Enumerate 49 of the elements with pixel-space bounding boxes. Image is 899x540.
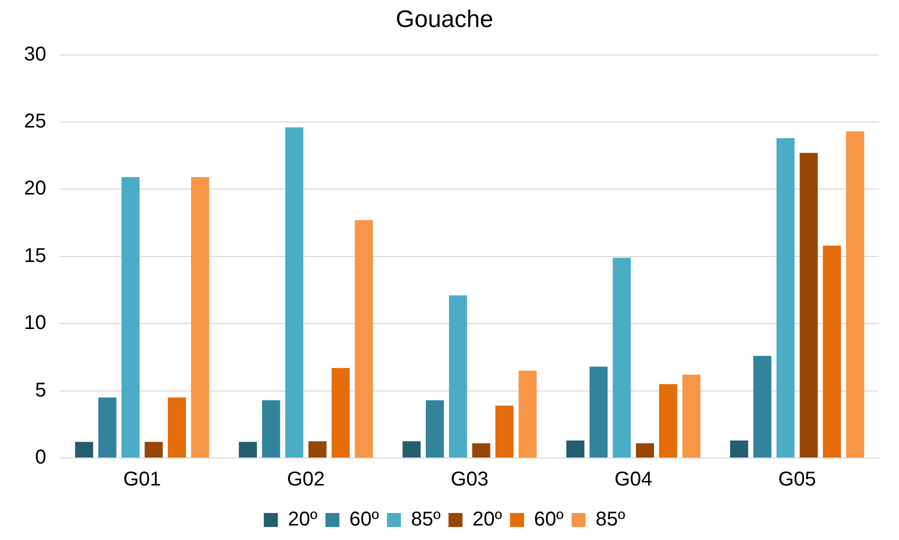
bar — [566, 440, 584, 458]
y-tick-label: 30 — [24, 43, 46, 66]
bar — [168, 398, 186, 458]
y-tick-label: 5 — [35, 379, 46, 402]
bar — [191, 177, 210, 458]
bar — [402, 441, 421, 458]
bar — [238, 442, 257, 458]
x-tick-label: G05 — [778, 468, 816, 491]
legend-label: 60º — [349, 508, 380, 531]
y-tick-label: 20 — [24, 178, 46, 200]
x-tick-label: G01 — [123, 468, 162, 491]
bar — [332, 368, 350, 458]
bar — [448, 295, 468, 458]
legend-label: 20º — [472, 508, 503, 531]
bar — [354, 220, 373, 458]
bar — [472, 443, 490, 458]
bar — [800, 152, 818, 458]
bar — [846, 131, 864, 458]
bar — [98, 398, 116, 458]
bar — [612, 258, 631, 458]
y-tick-label: 25 — [24, 110, 46, 133]
bar — [822, 246, 841, 458]
legend-label: 60º — [534, 508, 564, 531]
bar — [682, 374, 700, 458]
bar — [776, 138, 795, 458]
bar — [75, 442, 94, 458]
x-tick-label: G03 — [450, 468, 489, 491]
bar — [659, 384, 678, 458]
legend-label: 85º — [596, 508, 626, 531]
bar — [308, 441, 327, 458]
bar — [753, 356, 772, 458]
legend-label: 85º — [410, 508, 442, 531]
bar — [518, 370, 537, 458]
chart-title: Gouache — [396, 6, 494, 34]
y-tick-label: 0 — [35, 446, 46, 469]
bar — [730, 440, 748, 458]
legend-label: 20º — [288, 508, 318, 531]
y-tick-label: 15 — [24, 244, 46, 267]
bar — [495, 406, 514, 458]
x-tick-label: G04 — [614, 468, 652, 491]
x-tick-label: G02 — [286, 468, 325, 491]
bar — [262, 400, 280, 458]
bar — [121, 177, 140, 458]
y-tick-label: 10 — [24, 312, 46, 334]
bar — [590, 366, 608, 458]
bar — [285, 127, 304, 458]
bar — [144, 442, 163, 458]
bar — [636, 443, 654, 458]
bar — [426, 400, 444, 458]
